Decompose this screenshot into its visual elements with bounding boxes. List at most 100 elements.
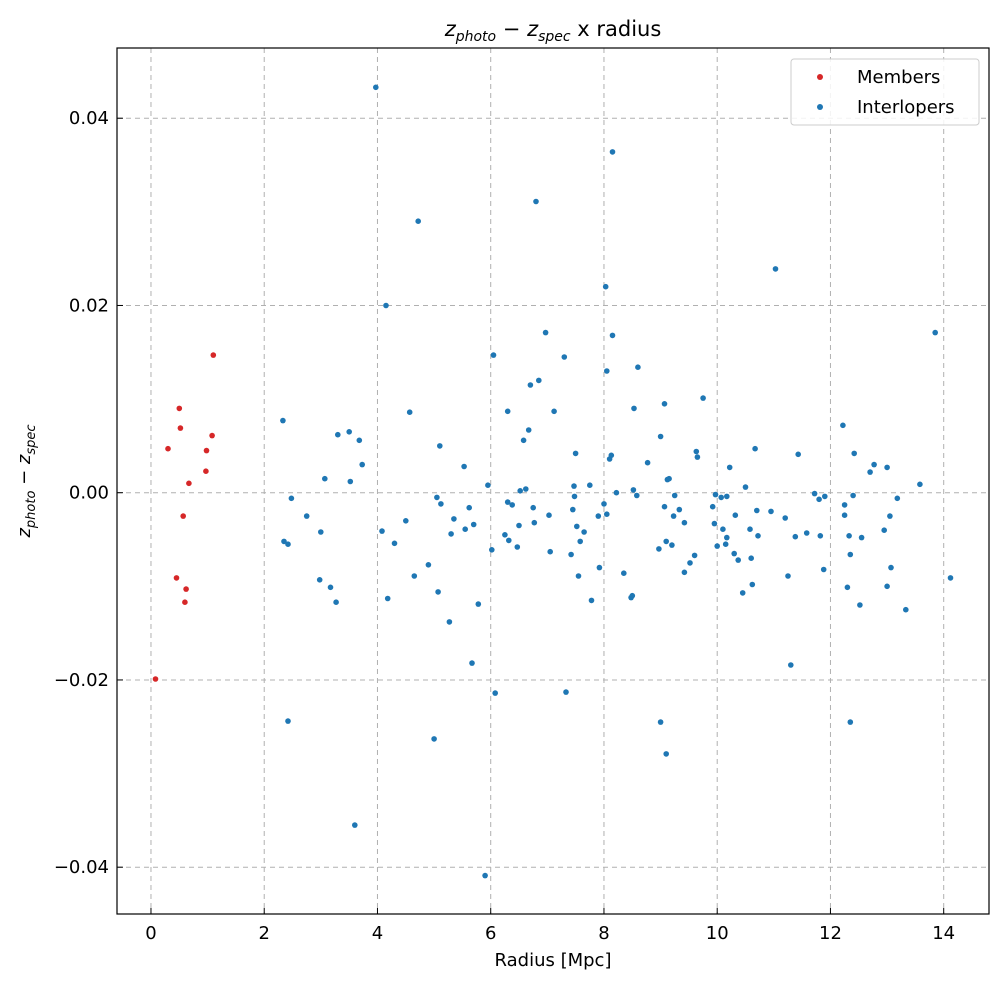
data-point-interlopers [747,526,753,532]
x-tick-label: 6 [485,923,496,944]
data-point-interlopers [571,483,577,489]
data-point-interlopers [391,540,398,547]
plot-frame [116,47,990,915]
data-point-interlopers [434,494,440,501]
data-point-members [176,405,183,412]
data-point-interlopers [451,516,457,522]
data-point-interlopers [621,570,627,576]
data-point-interlopers [657,433,664,440]
data-point-members [203,468,209,475]
data-point-interlopers [469,660,475,666]
data-point-interlopers [867,469,873,475]
data-point-members [210,352,217,358]
data-point-interlopers [489,547,495,553]
data-point-interlopers [631,405,637,412]
data-point-interlopers [322,475,328,482]
data-point-members [203,447,210,454]
data-point-interlopers [587,482,593,489]
data-point-interlopers [711,520,718,527]
data-point-interlopers [742,484,749,490]
data-point-interlopers [347,478,354,485]
data-point-interlopers [327,584,334,591]
data-point-interlopers [858,534,865,541]
data-point-interlopers [415,218,422,224]
data-point-members [186,480,192,487]
data-point-interlopers [720,526,726,532]
legend-label-members: Members [857,67,940,88]
data-point-interlopers [663,538,669,545]
data-point-interlopers [406,409,413,416]
data-point-interlopers [635,364,641,371]
data-point-interlopers [663,751,669,757]
data-point-interlopers [846,533,852,539]
data-point-interlopers [755,533,761,539]
data-point-interlopers [669,542,675,548]
data-point-interlopers [609,332,616,339]
data-point-interlopers [462,526,469,532]
data-point-interlopers [604,368,610,374]
data-point-interlopers [749,581,756,588]
ylabel-sub-photo: photo [24,491,39,530]
data-point-interlopers [888,564,894,571]
data-point-interlopers [718,494,724,501]
data-point-interlopers [568,551,574,558]
data-point-interlopers [547,548,553,555]
data-point-interlopers [470,521,477,528]
data-point-interlopers [506,537,512,544]
data-point-interlopers [732,512,739,518]
data-point-interlopers [947,575,954,581]
data-point-interlopers [917,481,923,488]
data-point-interlopers [514,544,521,550]
data-point-interlopers [903,606,909,613]
data-point-interlopers [657,719,664,725]
x-tick-label: 8 [598,923,609,944]
x-axis-label: Radius [Mpc] [495,950,612,971]
data-point-interlopers [446,619,453,625]
data-point-interlopers [772,266,779,272]
data-point-interlopers [577,538,583,545]
data-point-interlopers [788,662,794,668]
data-point-interlopers [437,443,443,449]
data-point-interlopers [383,302,389,309]
data-point-interlopers [795,451,801,458]
data-point-interlopers [613,489,620,496]
data-point-interlopers [726,464,733,471]
legend-marker-interlopers [817,104,823,110]
data-point-interlopers [581,529,587,535]
title-sub-photo: photo [455,29,496,45]
data-point-interlopers [782,515,788,521]
data-point-interlopers [604,511,610,517]
data-point-interlopers [709,503,716,510]
data-point-interlopers [691,552,698,559]
data-point-interlopers [425,562,432,568]
legend: Members Interlopers [790,58,980,126]
data-point-interlopers [731,550,737,557]
data-point-interlopers [352,822,358,828]
data-point-interlopers [881,527,887,533]
data-point-interlopers [318,529,324,535]
data-point-interlopers [884,583,890,590]
data-point-interlopers [504,499,511,505]
data-point-interlopers [356,437,363,444]
data-point-interlopers [384,595,391,602]
data-point-interlopers [634,492,640,499]
data-point-interlopers [536,377,542,384]
data-point-interlopers [533,198,539,205]
data-point-interlopers [527,382,534,388]
data-point-interlopers [516,522,522,529]
data-point-interlopers [803,530,810,536]
data-point-interlopers [482,872,488,879]
ylabel-minus: − [14,464,35,491]
data-point-interlopers [932,329,938,336]
data-point-interlopers [525,427,532,433]
data-point-interlopers [884,464,890,471]
data-point-interlopers [700,395,706,401]
data-point-interlopers [571,493,578,500]
data-point-interlopers [681,519,688,526]
data-point-interlopers [676,506,683,513]
data-point-interlopers [694,454,701,460]
data-point-interlopers [280,417,286,424]
data-point-interlopers [768,508,774,515]
data-point-interlopers [822,493,828,500]
data-point-interlopers [722,541,729,547]
